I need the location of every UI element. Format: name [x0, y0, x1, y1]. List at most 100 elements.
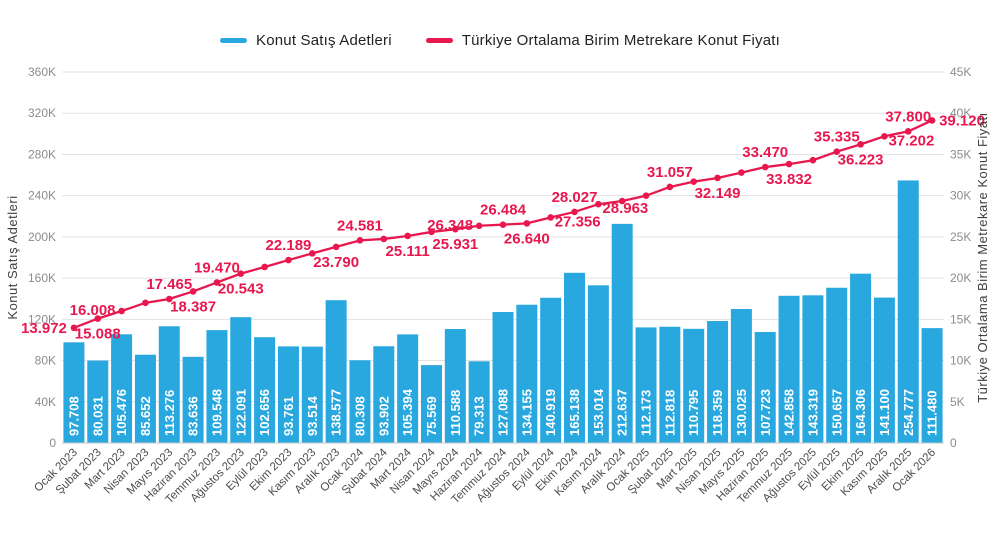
bar-value-label: 254.777: [901, 389, 916, 436]
bar: [63, 342, 85, 443]
price-point-label: 28.963: [602, 200, 648, 217]
price-point-label: 33.832: [766, 171, 812, 188]
bar-value-label: 93.761: [281, 396, 296, 436]
chart-legend: Konut Satış Adetleri Türkiye Ortalama Bir…: [0, 32, 1000, 49]
bar-value-label: 138.577: [329, 389, 344, 436]
bar: [850, 273, 872, 443]
right-axis-tick: 45K: [950, 65, 971, 79]
price-point: [285, 256, 292, 264]
price-point: [94, 315, 102, 322]
bar: [897, 180, 919, 443]
price-point: [213, 279, 221, 286]
bar-value-label: 112.818: [662, 390, 677, 436]
legend-item-0: Konut Satış Adetleri: [219, 32, 392, 49]
price-point-label: 22.189: [266, 237, 312, 254]
price-point-label: 35.335: [814, 129, 860, 146]
bar: [87, 360, 109, 443]
price-point-label: 26.348: [427, 217, 473, 234]
price-point: [833, 148, 841, 155]
bar-value-label: 142.858: [782, 389, 797, 436]
price-point: [809, 156, 817, 164]
bar-value-label: 85.652: [138, 396, 153, 436]
bar: [707, 321, 729, 443]
price-point: [642, 192, 650, 199]
price-point-label: 33.470: [742, 144, 788, 161]
legend-item-1: Türkiye Ortalama Birim Metrekare Konut F…: [425, 32, 780, 49]
right-axis-tick: 0: [950, 436, 957, 450]
price-point-label: 13.972: [21, 320, 67, 337]
bar: [111, 334, 133, 443]
bar: [826, 287, 848, 443]
legend-label: Konut Satış Adetleri: [255, 32, 392, 49]
bar-value-label: 141.100: [877, 389, 892, 436]
legend-swatch-icon: [219, 38, 247, 43]
legend-label: Türkiye Ortalama Birim Metrekare Konut F…: [461, 32, 780, 49]
right-axis-tick: 35K: [950, 147, 971, 161]
price-point-label: 37.800: [885, 108, 931, 125]
bar-value-label: 212.637: [615, 389, 630, 436]
price-point-label: 28.027: [552, 189, 598, 206]
price-point: [189, 288, 197, 295]
bar: [873, 297, 895, 443]
bar-value-label: 80.308: [353, 396, 368, 436]
price-point-label: 23.790: [313, 254, 359, 271]
left-axis-title: Konut Satış Adetleri: [5, 195, 20, 319]
bar: [182, 356, 204, 443]
left-axis-tick: 0: [49, 436, 56, 450]
price-point: [380, 235, 388, 243]
bar: [564, 272, 586, 443]
price-point-label: 37.202: [888, 132, 934, 149]
bar: [587, 285, 609, 443]
price-point: [547, 214, 554, 221]
price-point: [857, 141, 864, 148]
price-point-label: 26.484: [480, 202, 527, 219]
bar-value-label: 134.155: [519, 389, 534, 436]
bar: [254, 337, 276, 443]
price-point: [904, 128, 912, 135]
bar-value-label: 79.313: [472, 396, 487, 436]
price-point: [237, 270, 245, 277]
price-point: [404, 232, 411, 240]
price-point: [475, 222, 483, 230]
bar-value-label: 93.514: [305, 395, 320, 436]
bar-value-label: 164.306: [853, 389, 868, 436]
bar-value-label: 83.636: [186, 396, 201, 436]
left-axis-tick: 320K: [28, 106, 56, 120]
price-point: [428, 228, 435, 236]
bar-value-label: 105.476: [114, 389, 129, 436]
price-point: [714, 174, 721, 182]
bar: [158, 326, 180, 443]
price-point: [595, 200, 602, 208]
legend-swatch-icon: [425, 38, 453, 43]
left-axis-tick: 160K: [28, 271, 56, 285]
bar: [754, 331, 776, 443]
right-axis-tick: 20K: [950, 271, 971, 285]
price-point: [785, 160, 793, 168]
bar: [683, 328, 705, 443]
left-axis-tick: 120K: [28, 312, 56, 326]
price-point-label: 31.057: [647, 164, 693, 181]
left-axis-tick: 200K: [28, 230, 56, 244]
bar-value-label: 127.088: [496, 389, 511, 436]
left-axis-tick: 40K: [35, 395, 56, 409]
right-axis-tick: 10K: [950, 354, 971, 368]
price-point-label: 16.008: [70, 302, 116, 319]
price-point-label: 24.581: [337, 217, 383, 234]
bar: [444, 329, 466, 443]
price-point: [928, 117, 936, 124]
price-point-label: 25.111: [386, 243, 430, 260]
bar: [778, 295, 800, 443]
bar: [325, 300, 347, 443]
price-point: [761, 163, 769, 171]
bar-value-label: 122.091: [233, 389, 248, 436]
bar: [635, 327, 657, 443]
price-point-label: 20.543: [218, 281, 264, 298]
bar-value-label: 118.359: [710, 390, 725, 436]
price-point: [118, 307, 125, 315]
bar-value-label: 107.723: [758, 389, 773, 436]
price-point: [571, 208, 578, 216]
bar-value-label: 97.708: [66, 396, 81, 436]
left-axis-tick: 240K: [28, 189, 56, 203]
bar: [659, 326, 681, 443]
bar-value-label: 143.319: [805, 389, 820, 436]
